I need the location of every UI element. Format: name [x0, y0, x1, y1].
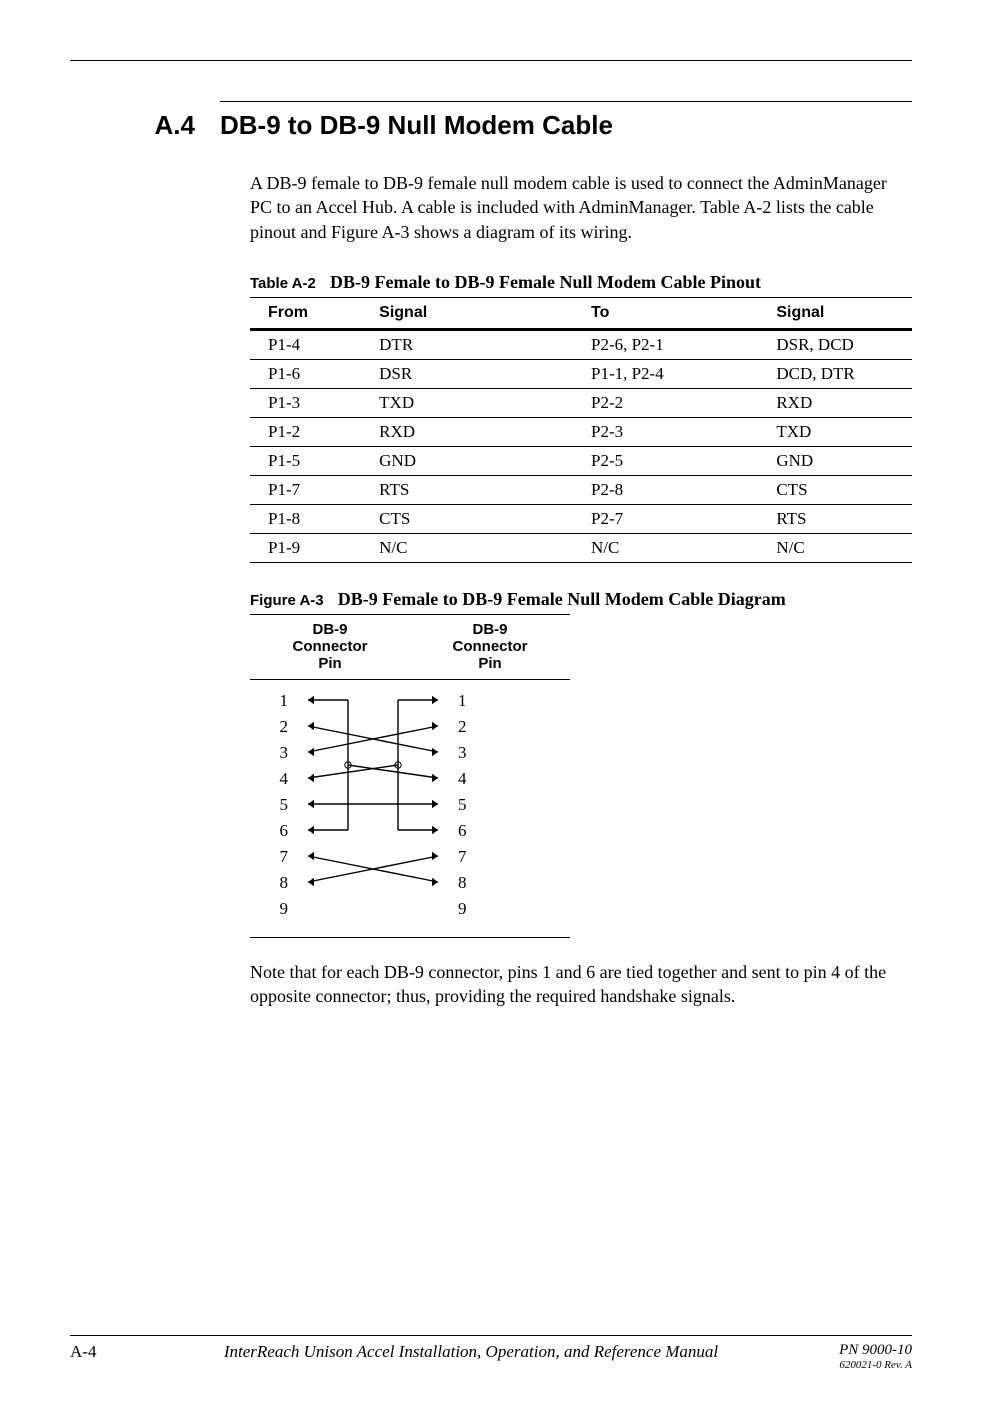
note-paragraph: Note that for each DB-9 connector, pins … [250, 960, 912, 1009]
svg-text:2: 2 [280, 717, 289, 736]
pinout-table: From Signal To Signal P1-4DTRP2-6, P2-1D… [250, 297, 912, 563]
table-cell: P2-2 [581, 388, 766, 417]
section-rule [220, 101, 912, 102]
table-cell: P2-7 [581, 504, 766, 533]
table-row: P1-3TXDP2-2RXD [250, 388, 912, 417]
table-row: P1-9N/CN/CN/C [250, 533, 912, 562]
th-signal-2: Signal [766, 297, 912, 329]
th-signal-1: Signal [369, 297, 581, 329]
svg-text:7: 7 [458, 847, 467, 866]
table-cell: RXD [766, 388, 912, 417]
table-cell: P2-3 [581, 417, 766, 446]
table-cell: P1-8 [250, 504, 369, 533]
footer-manual-title: InterReach Unison Accel Installation, Op… [160, 1342, 782, 1362]
table-cell: P1-7 [250, 475, 369, 504]
intro-paragraph: A DB-9 female to DB-9 female null modem … [250, 171, 912, 244]
svg-text:9: 9 [458, 899, 467, 918]
table-cell: CTS [369, 504, 581, 533]
table-cell: RTS [766, 504, 912, 533]
footer-part-number: PN 9000-10 [839, 1342, 912, 1358]
svg-text:6: 6 [280, 821, 289, 840]
table-row: P1-4DTRP2-6, P2-1DSR, DCD [250, 329, 912, 359]
table-caption-text: DB-9 Female to DB-9 Female Null Modem Ca… [330, 272, 761, 292]
table-cell: N/C [766, 533, 912, 562]
table-cell: TXD [369, 388, 581, 417]
table-cell: DTR [369, 329, 581, 359]
diagram-right-header: DB-9ConnectorPin [410, 621, 570, 673]
table-cell: DSR, DCD [766, 329, 912, 359]
table-cell: GND [766, 446, 912, 475]
wiring-svg: 1 2 3 4 5 6 7 8 9 1 2 3 4 5 6 7 8 9 [250, 686, 570, 928]
svg-text:3: 3 [280, 743, 289, 762]
top-rule [70, 60, 912, 61]
table-cell: DSR [369, 359, 581, 388]
svg-text:5: 5 [458, 795, 467, 814]
figure-caption-text: DB-9 Female to DB-9 Female Null Modem Ca… [338, 589, 786, 609]
table-cell: GND [369, 446, 581, 475]
table-cell: P1-9 [250, 533, 369, 562]
table-cell: P2-6, P2-1 [581, 329, 766, 359]
table-cell: P1-6 [250, 359, 369, 388]
section-number: A.4 [70, 110, 220, 141]
table-cell: P2-8 [581, 475, 766, 504]
svg-text:9: 9 [280, 899, 289, 918]
svg-text:1: 1 [280, 691, 289, 710]
table-cell: RTS [369, 475, 581, 504]
footer-page-number: A-4 [70, 1342, 160, 1362]
table-cell: P2-5 [581, 446, 766, 475]
svg-text:3: 3 [458, 743, 467, 762]
table-row: P1-8CTSP2-7RTS [250, 504, 912, 533]
svg-text:6: 6 [458, 821, 467, 840]
footer-revision: 620021-0 Rev. A [782, 1359, 912, 1371]
svg-text:2: 2 [458, 717, 467, 736]
th-to: To [581, 297, 766, 329]
table-row: P1-2RXDP2-3TXD [250, 417, 912, 446]
table-cell: DCD, DTR [766, 359, 912, 388]
diagram-left-header: DB-9ConnectorPin [250, 621, 410, 673]
table-cell: P1-1, P2-4 [581, 359, 766, 388]
table-row: P1-5GNDP2-5GND [250, 446, 912, 475]
table-cell: P1-2 [250, 417, 369, 446]
svg-text:7: 7 [280, 847, 289, 866]
table-cell: RXD [369, 417, 581, 446]
th-from: From [250, 297, 369, 329]
svg-text:4: 4 [280, 769, 289, 788]
figure-caption-label: Figure A-3 [250, 592, 324, 609]
table-cell: P1-5 [250, 446, 369, 475]
table-cell: N/C [581, 533, 766, 562]
table-caption-label: Table A-2 [250, 275, 316, 292]
table-row: P1-6DSRP1-1, P2-4DCD, DTR [250, 359, 912, 388]
table-row: P1-7RTSP2-8CTS [250, 475, 912, 504]
svg-text:1: 1 [458, 691, 467, 710]
svg-text:8: 8 [280, 873, 289, 892]
svg-text:5: 5 [280, 795, 289, 814]
wiring-diagram: DB-9ConnectorPin DB-9ConnectorPin 1 2 3 4 5 6… [250, 614, 570, 938]
table-cell: TXD [766, 417, 912, 446]
section-title: DB-9 to DB-9 Null Modem Cable [220, 110, 912, 141]
table-cell: CTS [766, 475, 912, 504]
table-cell: N/C [369, 533, 581, 562]
svg-text:4: 4 [458, 769, 467, 788]
page-footer: A-4 InterReach Unison Accel Installation… [70, 1335, 912, 1371]
table-cell: P1-4 [250, 329, 369, 359]
svg-text:8: 8 [458, 873, 467, 892]
table-cell: P1-3 [250, 388, 369, 417]
